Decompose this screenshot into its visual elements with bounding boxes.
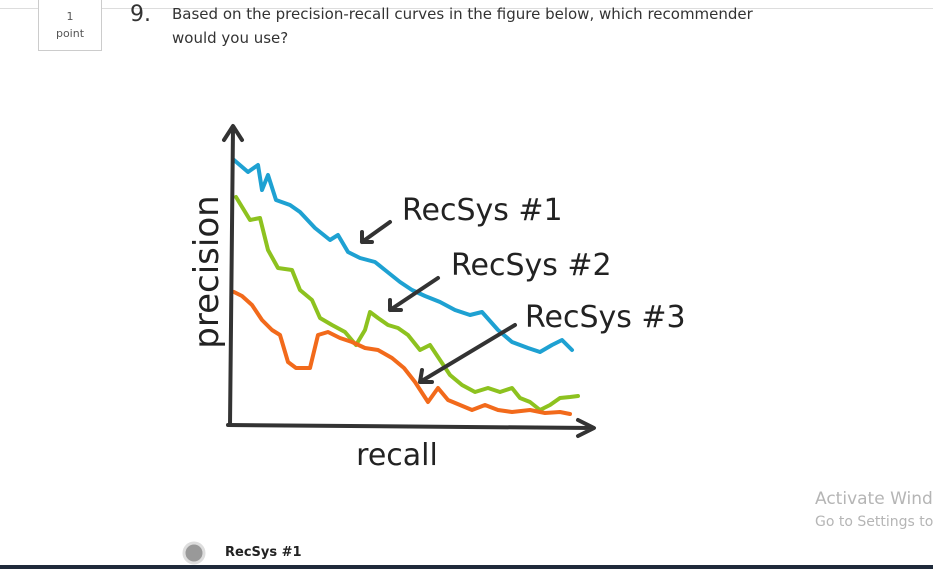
bottom-bar — [0, 565, 933, 569]
annotation: RecSys #2 — [451, 248, 612, 283]
curve-recsys-3 — [232, 290, 572, 416]
question-text: Based on the precision-recall curves in … — [172, 5, 753, 23]
curve-recsys-1 — [232, 158, 574, 354]
curve-recsys-2 — [234, 195, 580, 412]
points-value: 1 — [66, 10, 74, 23]
watermark-title: Activate Windows — [815, 489, 933, 509]
top-rule — [0, 8, 933, 9]
radio-button[interactable] — [182, 541, 206, 565]
points-unit: point — [55, 27, 85, 40]
y-axis — [222, 124, 244, 427]
annotation: RecSys #3 — [525, 300, 686, 335]
arrow — [360, 220, 392, 244]
y-axis-label: precision — [187, 195, 227, 348]
arrow — [388, 276, 440, 312]
annotation: RecSys #1 — [402, 193, 563, 228]
x-axis-label: recall — [356, 438, 438, 473]
arrow — [418, 323, 517, 384]
points-box: 1 point — [38, 0, 102, 51]
watermark-subtitle: Go to Settings to activate Windows. — [815, 514, 933, 530]
x-axis — [226, 418, 596, 438]
question-text: would you use? — [172, 29, 289, 47]
question-number: 9. — [130, 2, 151, 27]
option-label[interactable]: RecSys #1 — [225, 545, 302, 560]
